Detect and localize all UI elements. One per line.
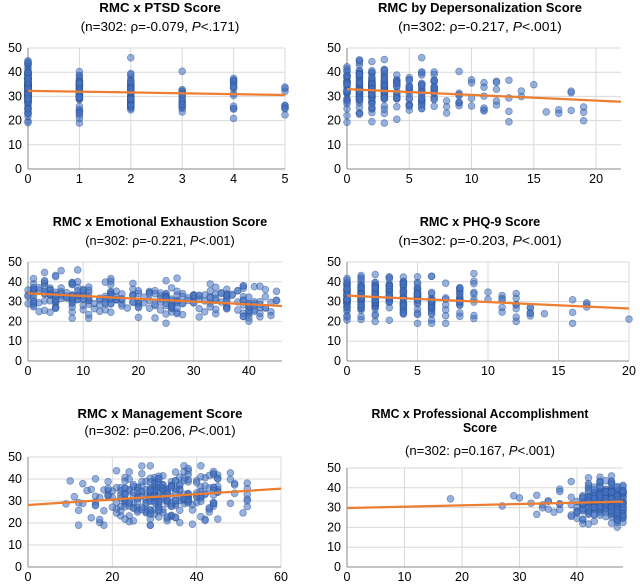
svg-text:20: 20 bbox=[8, 314, 22, 328]
svg-text:20: 20 bbox=[327, 520, 341, 534]
svg-text:50: 50 bbox=[327, 461, 341, 475]
svg-text:1: 1 bbox=[76, 172, 83, 186]
svg-text:10: 10 bbox=[8, 138, 22, 152]
svg-text:10: 10 bbox=[481, 364, 495, 378]
svg-text:50: 50 bbox=[327, 41, 341, 55]
svg-text:0: 0 bbox=[25, 570, 32, 584]
svg-text:40: 40 bbox=[327, 65, 341, 79]
svg-text:40: 40 bbox=[8, 472, 22, 486]
svg-text:4: 4 bbox=[230, 172, 237, 186]
svg-text:5: 5 bbox=[414, 364, 421, 378]
svg-text:30: 30 bbox=[187, 364, 201, 378]
svg-text:10: 10 bbox=[327, 540, 341, 554]
svg-text:0: 0 bbox=[334, 560, 341, 574]
svg-text:20: 20 bbox=[589, 172, 603, 186]
svg-text:40: 40 bbox=[242, 364, 256, 378]
svg-text:10: 10 bbox=[327, 334, 341, 348]
svg-text:0: 0 bbox=[344, 570, 351, 584]
svg-text:40: 40 bbox=[327, 275, 341, 289]
svg-text:30: 30 bbox=[327, 501, 341, 515]
svg-text:0: 0 bbox=[334, 162, 341, 176]
svg-text:3: 3 bbox=[179, 172, 186, 186]
svg-text:2: 2 bbox=[127, 172, 134, 186]
svg-text:10: 10 bbox=[8, 538, 22, 552]
svg-text:0: 0 bbox=[344, 364, 351, 378]
svg-text:10: 10 bbox=[465, 172, 479, 186]
svg-text:30: 30 bbox=[8, 89, 22, 103]
svg-text:15: 15 bbox=[552, 364, 566, 378]
svg-text:30: 30 bbox=[513, 570, 527, 584]
svg-text:40: 40 bbox=[8, 65, 22, 79]
svg-text:20: 20 bbox=[327, 314, 341, 328]
svg-text:40: 40 bbox=[190, 570, 204, 584]
svg-text:20: 20 bbox=[8, 516, 22, 530]
svg-text:30: 30 bbox=[8, 295, 22, 309]
svg-text:10: 10 bbox=[327, 138, 341, 152]
svg-text:20: 20 bbox=[455, 570, 469, 584]
svg-text:10: 10 bbox=[398, 570, 412, 584]
svg-text:20: 20 bbox=[327, 114, 341, 128]
svg-text:30: 30 bbox=[327, 89, 341, 103]
svg-text:0: 0 bbox=[15, 354, 22, 368]
svg-text:0: 0 bbox=[15, 560, 22, 574]
svg-text:30: 30 bbox=[8, 494, 22, 508]
svg-text:50: 50 bbox=[8, 450, 22, 464]
svg-text:40: 40 bbox=[327, 481, 341, 495]
svg-text:5: 5 bbox=[282, 172, 289, 186]
svg-text:0: 0 bbox=[334, 354, 341, 368]
svg-text:40: 40 bbox=[570, 570, 584, 584]
svg-text:30: 30 bbox=[327, 295, 341, 309]
svg-text:40: 40 bbox=[8, 275, 22, 289]
svg-text:0: 0 bbox=[344, 172, 351, 186]
svg-text:20: 20 bbox=[8, 114, 22, 128]
svg-text:60: 60 bbox=[274, 570, 288, 584]
svg-text:15: 15 bbox=[527, 172, 541, 186]
svg-text:5: 5 bbox=[406, 172, 413, 186]
svg-text:0: 0 bbox=[25, 364, 32, 378]
svg-text:0: 0 bbox=[15, 162, 22, 176]
svg-text:20: 20 bbox=[622, 364, 636, 378]
svg-text:20: 20 bbox=[131, 364, 145, 378]
svg-text:0: 0 bbox=[25, 172, 32, 186]
svg-text:10: 10 bbox=[8, 334, 22, 348]
svg-text:50: 50 bbox=[327, 255, 341, 269]
svg-text:50: 50 bbox=[8, 255, 22, 269]
svg-text:50: 50 bbox=[8, 41, 22, 55]
svg-text:10: 10 bbox=[76, 364, 90, 378]
svg-text:20: 20 bbox=[105, 570, 119, 584]
